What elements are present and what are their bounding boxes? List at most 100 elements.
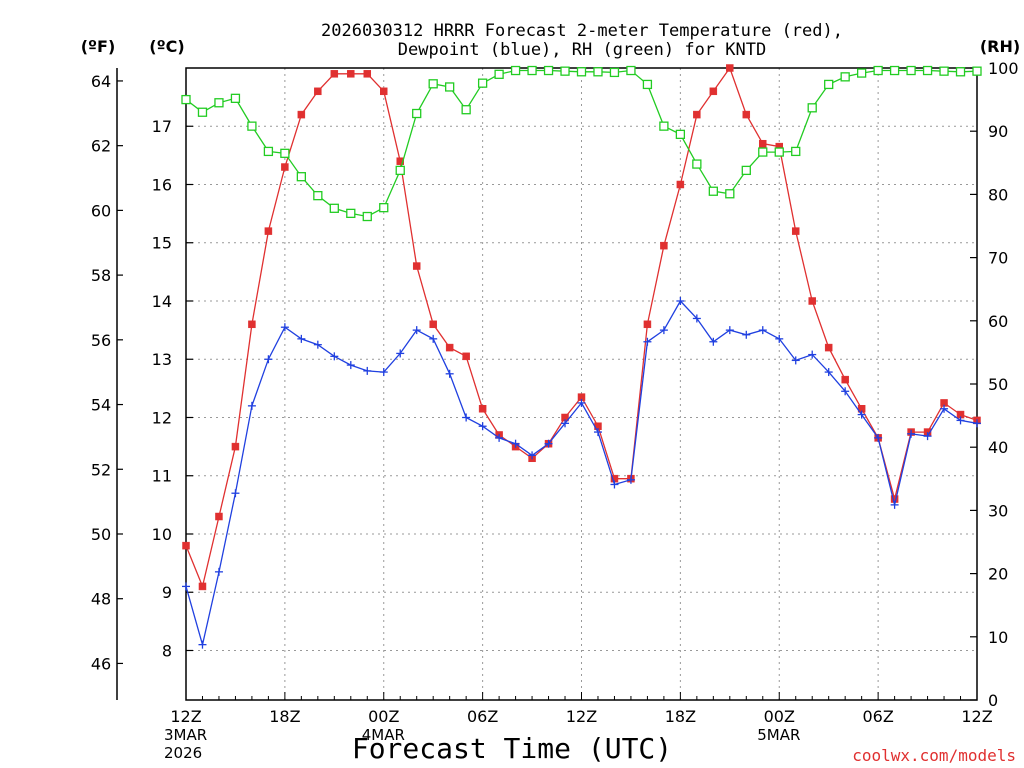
dewpoint-point: [445, 369, 454, 378]
temperature-point: [198, 582, 207, 591]
rh-tick-label: 30: [988, 501, 1008, 520]
dewpoint-point: [659, 326, 668, 335]
temperature-point: [791, 227, 800, 235]
rh-point: [494, 69, 504, 79]
temperature-point: [726, 64, 734, 72]
temperature-point: [297, 110, 306, 119]
dewpoint-point: [561, 419, 570, 428]
rh-tick-label: 60: [988, 312, 1008, 331]
dewpoint-point: [412, 326, 421, 335]
rh-point: [609, 67, 620, 78]
fahrenheit-tick-label: 46: [91, 654, 111, 673]
rh-point: [972, 66, 982, 76]
rh-point: [527, 65, 537, 76]
temperature-point: [363, 70, 372, 78]
x-tick-label: 00Z: [764, 707, 795, 726]
rh-point: [247, 121, 257, 131]
rh-point: [230, 93, 241, 103]
rh-point: [296, 172, 307, 182]
rh-tick-label: 90: [988, 122, 1008, 141]
fahrenheit-tick-label: 56: [91, 331, 111, 350]
dewpoint-point: [544, 439, 553, 448]
dewpoint-point: [791, 356, 800, 365]
x-tick-label: 18Z: [269, 707, 300, 726]
rh-point: [922, 65, 933, 76]
celsius-axis-unit: (ºC): [149, 37, 184, 56]
fahrenheit-tick-label: 50: [91, 525, 111, 544]
temperature-point: [808, 297, 816, 305]
watermark: coolwx.com/models: [852, 746, 1016, 765]
rh-point: [263, 146, 274, 157]
temperature-point: [824, 343, 833, 352]
rh-point: [626, 65, 636, 76]
temperature-point: [330, 70, 339, 78]
dewpoint-point: [857, 410, 866, 419]
dewpoint-point: [247, 401, 256, 410]
dewpoint-point: [363, 366, 372, 375]
dewpoint-point: [841, 387, 850, 396]
temperature-point: [248, 320, 256, 329]
rh-tick-label: 20: [988, 565, 1008, 584]
rh-point: [560, 66, 570, 76]
celsius-tick-label: 10: [152, 525, 172, 544]
date-label: 2026: [164, 744, 202, 762]
dewpoint-point: [742, 330, 751, 339]
rh-tick-label: 70: [988, 249, 1008, 268]
dewpoint-point: [346, 361, 355, 370]
dewpoint-point: [808, 350, 817, 359]
fahrenheit-tick-label: 54: [91, 396, 111, 415]
rh-tick-label: 80: [988, 185, 1008, 204]
celsius-tick-label: 11: [152, 467, 172, 486]
rh-point: [428, 79, 438, 89]
rh-point: [675, 129, 686, 140]
rh-point: [758, 147, 768, 157]
rh-point: [445, 82, 455, 92]
temperature-point: [215, 512, 223, 521]
fahrenheit-tick-label: 52: [91, 460, 111, 479]
dewpoint-point: [198, 640, 207, 649]
dewpoint-point: [511, 439, 520, 448]
temperature-point: [676, 180, 685, 189]
rh-point: [840, 72, 850, 82]
rh-point: [395, 165, 405, 176]
celsius-tick-label: 14: [152, 292, 172, 311]
rh-axis-unit: (RH): [980, 37, 1020, 56]
rh-point: [692, 159, 702, 169]
rh-point: [362, 211, 372, 222]
temperature-point: [445, 343, 454, 352]
temperature-point: [660, 241, 668, 250]
temperature-point: [429, 320, 437, 329]
celsius-tick-label: 16: [152, 175, 172, 194]
rh-point: [791, 146, 801, 157]
rh-point: [329, 203, 339, 213]
dewpoint-point: [280, 323, 289, 332]
rh-tick-label: 10: [988, 628, 1008, 647]
gridlines: [186, 68, 977, 700]
fahrenheit-axis-unit: (ºF): [81, 37, 116, 56]
dewpoint-point: [495, 433, 504, 442]
dewpoint-point: [214, 567, 223, 576]
dewpoint-point: [626, 475, 635, 484]
date-label: 4MAR: [362, 726, 405, 744]
celsius-tick-label: 9: [162, 583, 172, 602]
dewpoint-point: [824, 368, 833, 377]
rh-point: [741, 165, 751, 176]
dewpoint-point: [676, 296, 685, 305]
rh-tick-label: 40: [988, 438, 1008, 457]
date-label: 3MAR: [164, 726, 207, 744]
dewpoint-point: [577, 398, 586, 407]
data-series: [181, 64, 982, 649]
dewpoint-point: [874, 433, 883, 442]
rh-point: [708, 186, 718, 196]
temperature-point: [759, 139, 767, 148]
dewpoint-point: [231, 489, 240, 498]
temperature-point: [693, 110, 701, 119]
chart-title-line1: 2026030312 HRRR Forecast 2-meter Tempera…: [321, 21, 843, 41]
rh-tick-label: 50: [988, 375, 1008, 394]
temperature-point: [742, 110, 751, 119]
x-tick-label: 06Z: [467, 707, 498, 726]
dewpoint-point: [528, 451, 537, 460]
dewpoint-point: [610, 480, 619, 489]
dewpoint-point: [890, 500, 899, 509]
